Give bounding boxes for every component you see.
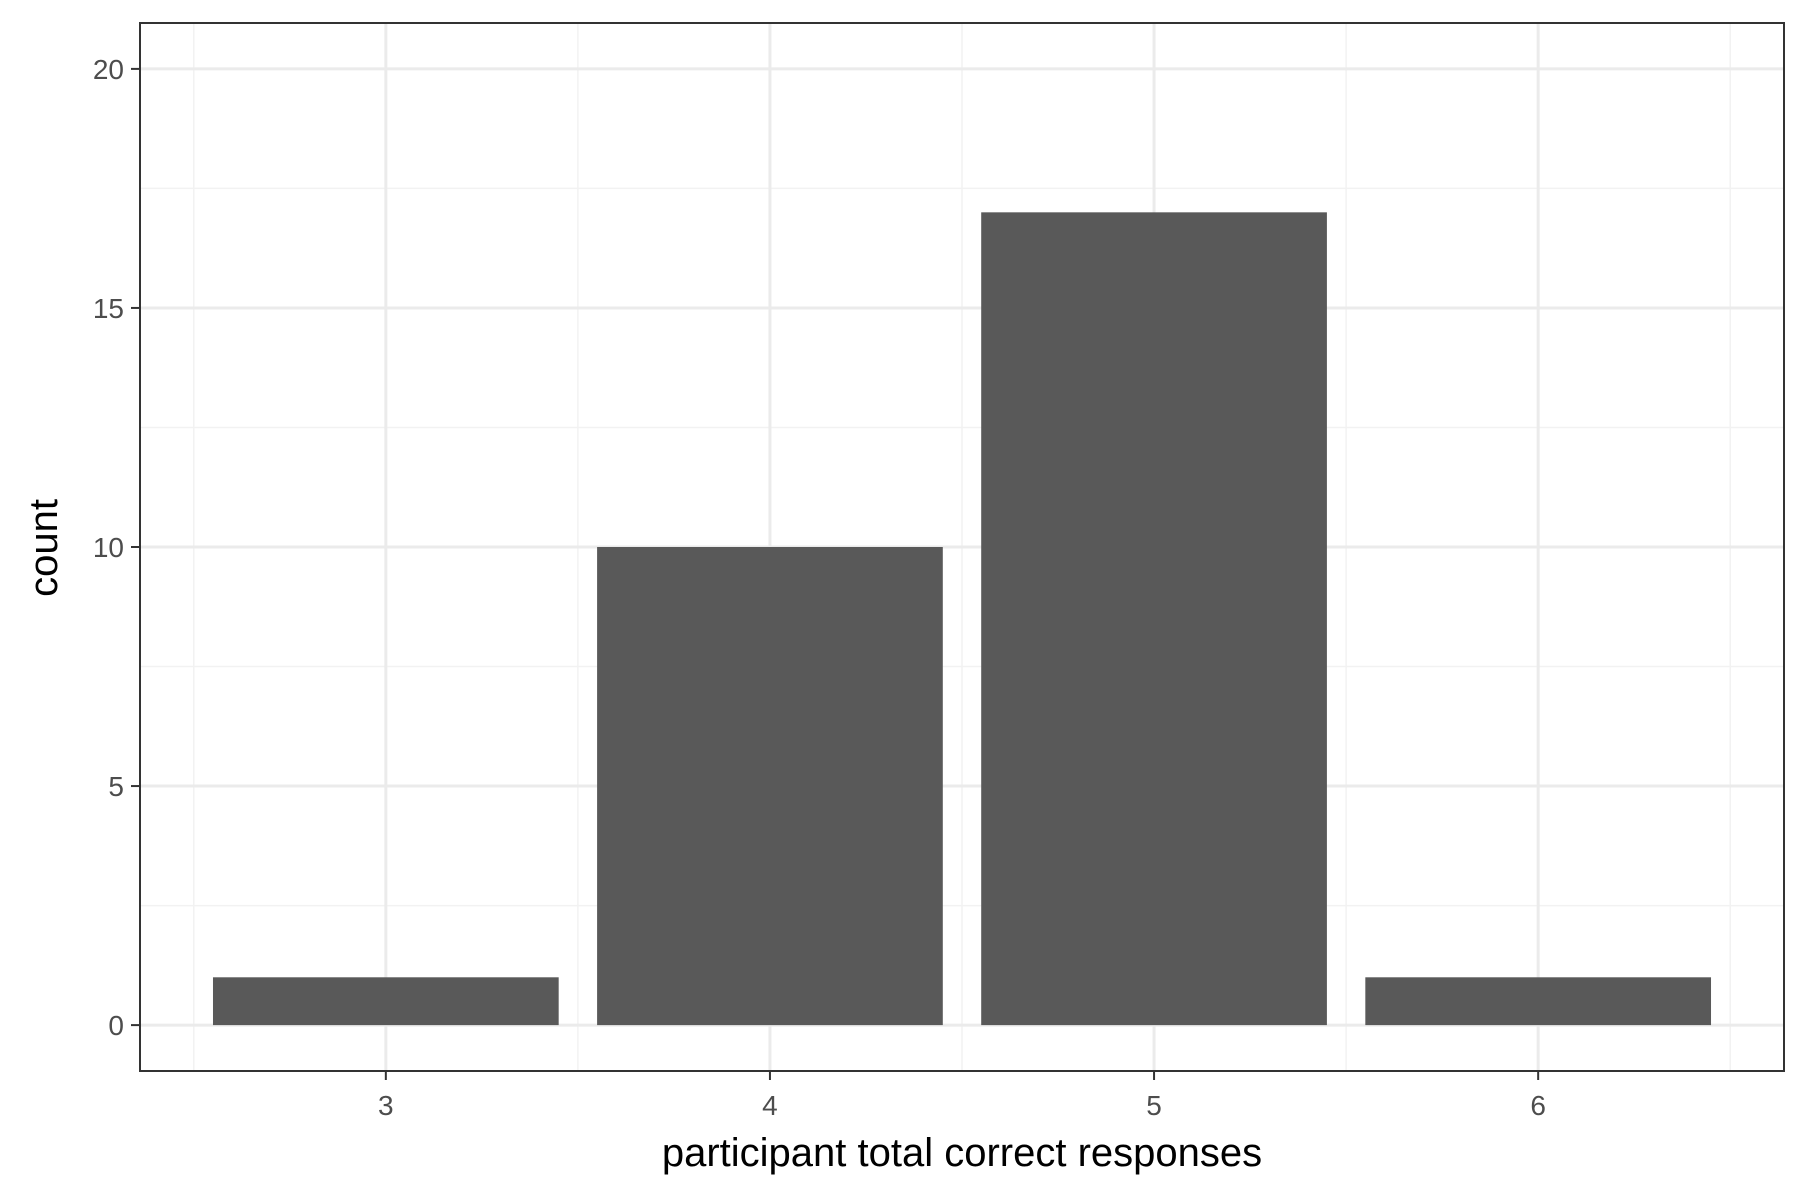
x-tick-label: 5 [1146,1090,1162,1121]
x-tick-label: 4 [762,1090,778,1121]
y-tick-label: 15 [93,293,124,324]
bar-6 [1365,977,1712,1026]
bars [212,212,1712,1026]
y-tick-label: 0 [108,1010,124,1041]
bar-4 [597,547,943,1026]
x-axis: 3 4 5 6 [378,1071,1546,1121]
y-axis-title: count [22,499,66,597]
x-tick-label: 6 [1530,1090,1546,1121]
y-tick-label: 20 [93,54,124,85]
bar-5 [981,212,1327,1026]
y-tick-label: 10 [93,532,124,563]
y-tick-label: 5 [108,771,124,802]
x-axis-title: participant total correct responses [662,1131,1262,1175]
x-tick-label: 3 [378,1090,394,1121]
y-axis: 0 5 10 15 20 [93,54,140,1041]
minor-gridlines [140,23,1784,1071]
bar-3 [212,977,559,1026]
